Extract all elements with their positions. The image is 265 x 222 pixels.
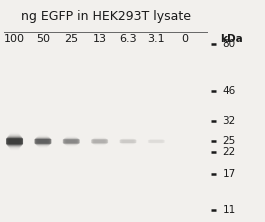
Text: 0: 0 — [181, 34, 188, 44]
FancyBboxPatch shape — [63, 139, 79, 144]
Text: 13: 13 — [93, 34, 107, 44]
Text: 3.1: 3.1 — [148, 34, 165, 44]
Text: 80: 80 — [223, 39, 236, 50]
FancyBboxPatch shape — [92, 139, 108, 144]
FancyBboxPatch shape — [8, 136, 21, 147]
Text: 100: 100 — [4, 34, 25, 44]
Text: 32: 32 — [223, 116, 236, 126]
FancyBboxPatch shape — [36, 137, 50, 146]
Text: 6.3: 6.3 — [119, 34, 137, 44]
FancyBboxPatch shape — [8, 135, 21, 148]
Text: 46: 46 — [223, 85, 236, 95]
Text: 25: 25 — [64, 34, 78, 44]
FancyBboxPatch shape — [63, 139, 80, 143]
Text: ng EGFP in HEK293T lysate: ng EGFP in HEK293T lysate — [21, 10, 191, 23]
Text: 11: 11 — [223, 205, 236, 215]
Text: 25: 25 — [223, 136, 236, 146]
FancyBboxPatch shape — [120, 140, 136, 143]
Text: 17: 17 — [223, 168, 236, 178]
Text: 22: 22 — [223, 147, 236, 157]
FancyBboxPatch shape — [6, 138, 23, 145]
FancyBboxPatch shape — [64, 138, 78, 145]
Text: kDa: kDa — [220, 34, 243, 44]
FancyBboxPatch shape — [36, 138, 50, 145]
Text: 50: 50 — [36, 34, 50, 44]
FancyBboxPatch shape — [34, 139, 51, 144]
FancyBboxPatch shape — [7, 137, 23, 145]
FancyBboxPatch shape — [35, 138, 51, 145]
FancyBboxPatch shape — [91, 139, 108, 143]
FancyBboxPatch shape — [7, 137, 22, 146]
